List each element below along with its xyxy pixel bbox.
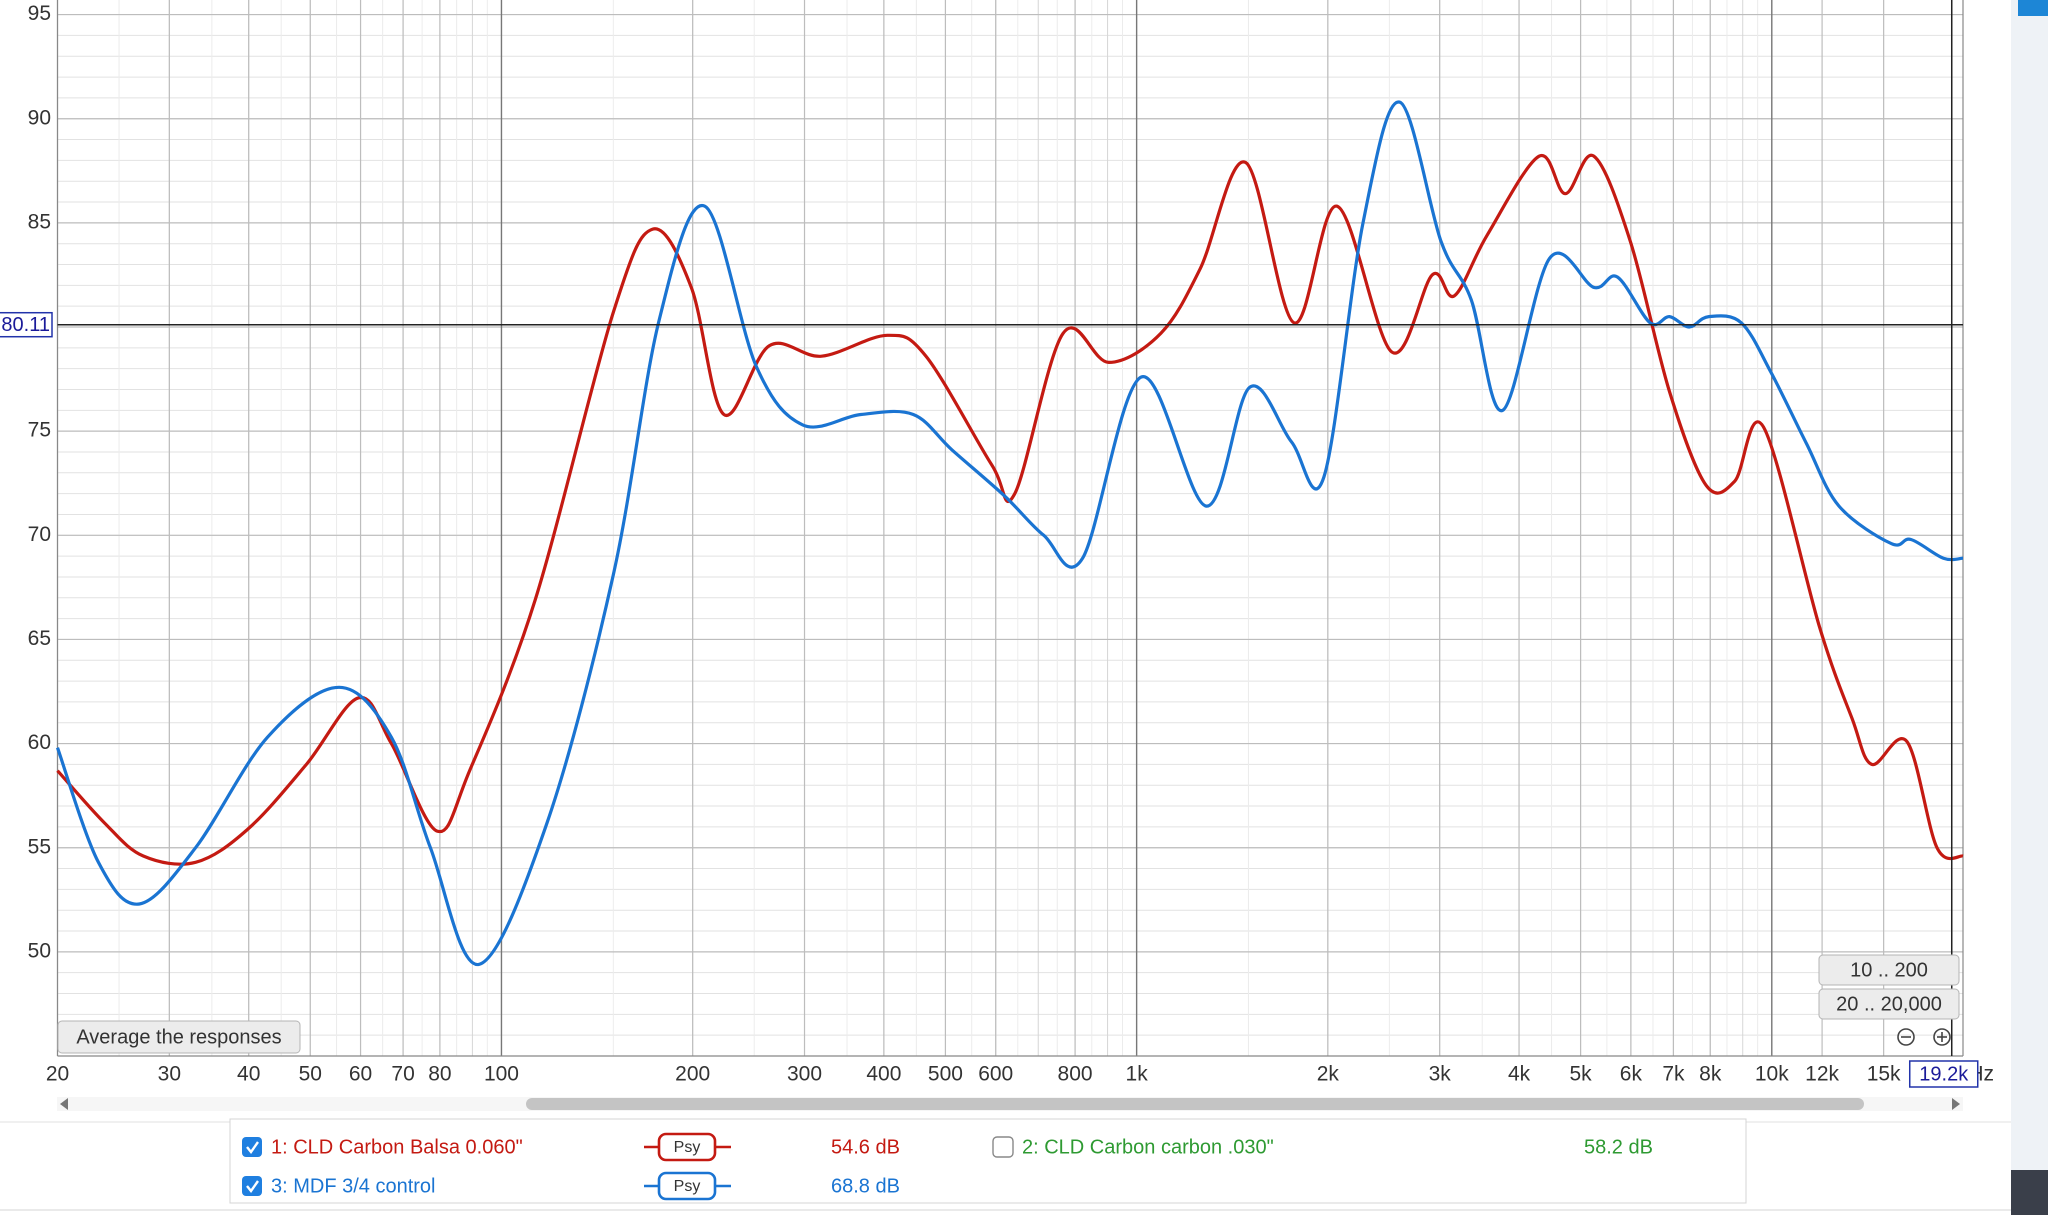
x-tick-label: 600 bbox=[978, 1063, 1013, 1086]
x-tick-label: 1k bbox=[1126, 1063, 1149, 1086]
zoom-out[interactable] bbox=[1897, 1028, 1915, 1046]
cursor-y-box bbox=[0, 311, 53, 338]
x-tick-label: 400 bbox=[866, 1063, 901, 1086]
legend-level: 54.6 dB bbox=[831, 1136, 900, 1158]
average-button-face[interactable] bbox=[57, 1020, 301, 1054]
range-button[interactable]: 20 .. 20,000 bbox=[1818, 988, 1960, 1020]
x-tick-label: 40 bbox=[237, 1063, 260, 1086]
legend-box bbox=[229, 1118, 1747, 1204]
cursor-x-label: 19.2k bbox=[1919, 1063, 1969, 1085]
x-tick-label: 12k bbox=[1805, 1063, 1839, 1086]
x-tick-label: 4k bbox=[1508, 1063, 1531, 1086]
smoothing-pill[interactable] bbox=[657, 1132, 717, 1162]
legend-checkbox[interactable] bbox=[242, 1176, 262, 1196]
legend-entry[interactable]: 1: CLD Carbon Balsa 0.060" Psy 54.6 dB bbox=[242, 1132, 900, 1162]
response-curve bbox=[55, 100, 1964, 966]
x-tick-label: 8k bbox=[1699, 1063, 1722, 1086]
x-tick-label: 2k bbox=[1317, 1063, 1340, 1086]
x-tick-label: 100 bbox=[484, 1063, 519, 1086]
y-tick-label: 65 bbox=[28, 627, 51, 650]
smoothing-label[interactable]: Psy bbox=[674, 1139, 701, 1156]
legend-label[interactable]: 3: MDF 3/4 control bbox=[271, 1175, 436, 1197]
cursor-y-label: 80.11 bbox=[1, 314, 50, 336]
scroll-left[interactable] bbox=[60, 1098, 68, 1110]
legend-label[interactable]: 1: CLD Carbon Balsa 0.060" bbox=[271, 1136, 523, 1158]
x-tick-label: 6k bbox=[1620, 1063, 1643, 1086]
zoom-icon[interactable] bbox=[1897, 1028, 1915, 1046]
side-window-tab bbox=[2018, 0, 2048, 16]
legend-level: 58.2 dB bbox=[1584, 1136, 1653, 1158]
smoothing-label[interactable]: Psy bbox=[674, 1178, 701, 1195]
x-tick-label: 500 bbox=[928, 1063, 963, 1086]
cursor-x-box bbox=[1908, 1060, 1979, 1088]
x-tick-label: 30 bbox=[158, 1063, 181, 1086]
legend-entry[interactable]: 3: MDF 3/4 control Psy 68.8 dB bbox=[242, 1171, 900, 1201]
side-window-dark bbox=[2011, 1170, 2048, 1215]
legend-checkbox[interactable] bbox=[992, 1136, 1014, 1158]
side-window bbox=[2011, 0, 2048, 1215]
x-tick-label: 70 bbox=[391, 1063, 414, 1086]
zoom-icon[interactable] bbox=[1933, 1028, 1951, 1046]
range-button-face[interactable] bbox=[1818, 954, 1960, 986]
scroll-right[interactable] bbox=[1952, 1098, 1960, 1110]
legend-entry[interactable]: 2: CLD Carbon carbon .030" 58.2 dB bbox=[992, 1136, 1653, 1158]
legend-checkbox[interactable] bbox=[242, 1137, 262, 1157]
legend-checkmark[interactable] bbox=[246, 1141, 259, 1155]
range-button[interactable]: 10 .. 200 bbox=[1818, 954, 1960, 986]
range-button-label[interactable]: 10 .. 200 bbox=[1850, 959, 1928, 981]
range-button-face[interactable] bbox=[1818, 988, 1960, 1020]
y-tick-label: 95 bbox=[28, 2, 51, 25]
x-tick-label: 80 bbox=[428, 1063, 451, 1086]
x-tick-label: 5k bbox=[1569, 1063, 1592, 1086]
y-tick-label: 55 bbox=[28, 835, 51, 858]
y-tick-label: 90 bbox=[28, 106, 51, 129]
y-tick-label: 85 bbox=[28, 210, 51, 233]
x-tick-label: 800 bbox=[1058, 1063, 1093, 1086]
zoom-in[interactable] bbox=[1933, 1028, 1951, 1046]
x-tick-label: 20 bbox=[46, 1063, 69, 1086]
response-curve bbox=[56, 153, 1964, 866]
legend-checkmark[interactable] bbox=[246, 1180, 259, 1194]
legend-label[interactable]: 2: CLD Carbon carbon .030" bbox=[1022, 1136, 1274, 1158]
x-tick-label: 7k bbox=[1662, 1063, 1685, 1086]
x-tick-label: 60 bbox=[349, 1063, 372, 1086]
x-tick-label: 200 bbox=[675, 1063, 710, 1086]
plot-area bbox=[55, 0, 1964, 1057]
y-tick-label: 60 bbox=[28, 731, 51, 754]
y-tick-label: 70 bbox=[28, 523, 51, 546]
x-tick-label: 10k bbox=[1755, 1063, 1789, 1086]
y-tick-label: 50 bbox=[28, 939, 51, 962]
smoothing-pill[interactable] bbox=[657, 1171, 717, 1201]
average-button[interactable]: Average the responses bbox=[57, 1020, 301, 1054]
x-tick-label: 3k bbox=[1429, 1063, 1452, 1086]
plot-background bbox=[57, 0, 1963, 1056]
x-tick-label: 15k bbox=[1867, 1063, 1901, 1086]
legend-level: 68.8 dB bbox=[831, 1175, 900, 1197]
average-button-label[interactable]: Average the responses bbox=[76, 1026, 281, 1048]
scroll-thumb[interactable] bbox=[526, 1098, 1864, 1110]
x-tick-label: 50 bbox=[299, 1063, 322, 1086]
y-tick-label: 75 bbox=[28, 419, 51, 442]
x-tick-label: 300 bbox=[787, 1063, 822, 1086]
range-button-label[interactable]: 20 .. 20,000 bbox=[1836, 993, 1942, 1015]
